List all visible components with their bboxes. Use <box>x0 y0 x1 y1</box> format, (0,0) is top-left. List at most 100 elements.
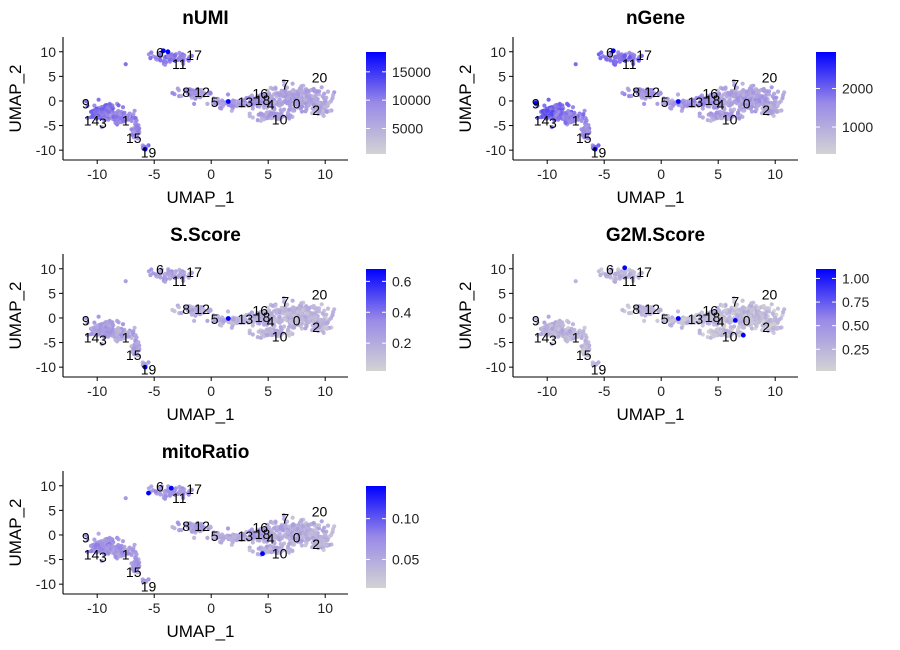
cell-point <box>282 88 287 93</box>
cell-point <box>186 275 191 280</box>
cell-point <box>177 267 182 272</box>
cell-point <box>754 107 759 112</box>
cell-point <box>279 319 284 324</box>
cell-point <box>278 108 283 113</box>
cell-point <box>96 97 101 102</box>
cell-point <box>566 320 571 325</box>
cell-point <box>221 101 226 106</box>
cluster-label: 17 <box>636 47 652 63</box>
cluster-label: 7 <box>281 77 289 93</box>
y-tick-label: -5 <box>494 335 507 351</box>
cluster-label: 3 <box>549 115 557 131</box>
cell-point <box>729 102 734 107</box>
y-tick-label: 5 <box>498 285 506 301</box>
cell-point <box>306 88 311 94</box>
cell-point <box>255 101 260 106</box>
cell-point <box>177 50 182 56</box>
cell-point <box>711 334 716 339</box>
cell-point <box>319 302 324 307</box>
cell-point <box>557 102 562 107</box>
legend-colorbar <box>816 269 836 371</box>
cluster-label: 6 <box>606 262 614 278</box>
cell-point <box>732 107 737 112</box>
cluster-label: 2 <box>762 102 770 118</box>
cell-point <box>320 543 325 548</box>
cluster-label: 10 <box>722 112 738 128</box>
cell-point <box>99 125 104 130</box>
cell-point <box>297 97 303 102</box>
cell-point <box>265 88 270 93</box>
cell-point <box>182 88 188 93</box>
cell-point <box>278 113 283 118</box>
cell-point <box>85 332 90 338</box>
cell-point <box>285 85 290 90</box>
cell-point <box>119 333 124 338</box>
cell-point <box>573 279 578 284</box>
cell-point <box>681 100 686 105</box>
panel-mitoRatio: mitoRatio0123456789101112131415161718192… <box>6 442 419 641</box>
cell-point <box>94 108 99 113</box>
x-tick-label: -10 <box>87 383 107 399</box>
cell-point <box>769 85 774 90</box>
cell-point <box>584 124 589 129</box>
cell-point <box>219 540 224 545</box>
cell-point <box>763 109 768 114</box>
y-tick-label: -10 <box>36 576 56 592</box>
cell-point <box>616 54 621 59</box>
cell-point <box>148 273 153 278</box>
y-tick-label: 5 <box>48 68 56 84</box>
high-expression-point <box>675 316 681 321</box>
cell-point <box>311 102 316 107</box>
cluster-label: 19 <box>141 362 157 378</box>
cell-point <box>306 305 311 311</box>
cell-point <box>119 116 124 121</box>
y-axis-label: UMAP_2 <box>6 64 25 132</box>
cluster-label: 13 <box>238 528 254 544</box>
cell-point <box>257 95 263 100</box>
cell-point <box>775 306 781 311</box>
cell-point <box>581 129 586 134</box>
cell-point <box>732 82 737 87</box>
y-tick-label: -5 <box>494 118 507 134</box>
high-expression-point <box>142 146 148 152</box>
cell-point <box>189 270 194 275</box>
cluster-label: 2 <box>312 536 320 552</box>
x-axis-label: UMAP_1 <box>166 188 234 207</box>
cell-point <box>544 108 549 113</box>
cell-point <box>123 331 128 336</box>
cell-point <box>741 92 746 98</box>
cell-point <box>172 270 177 275</box>
cluster-label: 10 <box>272 112 288 128</box>
cell-point <box>763 97 768 102</box>
cell-point <box>687 98 692 103</box>
cell-point <box>235 103 240 108</box>
cell-point <box>261 102 266 107</box>
cell-point <box>134 118 139 123</box>
cell-point <box>761 86 766 92</box>
cell-point <box>117 111 122 117</box>
cell-point <box>225 526 231 531</box>
cell-point <box>92 103 97 108</box>
cell-point <box>756 97 761 102</box>
legend-colorbar <box>366 52 386 154</box>
y-axis-label: UMAP_2 <box>6 281 25 349</box>
cell-point <box>702 97 707 102</box>
legend-tick-label: 15000 <box>392 64 431 80</box>
cell-point <box>771 330 776 335</box>
cell-point <box>304 541 309 546</box>
cell-point <box>153 55 158 60</box>
x-tick-label: -10 <box>537 383 557 399</box>
cell-point <box>205 318 210 323</box>
cell-point <box>291 102 296 107</box>
panel-title: mitoRatio <box>162 442 250 463</box>
cell-point <box>775 320 780 325</box>
cluster-label: 15 <box>126 564 142 580</box>
cell-point <box>126 117 131 122</box>
x-tick-label: 0 <box>657 166 665 182</box>
cell-point <box>304 311 309 316</box>
cell-point <box>300 524 306 529</box>
cell-point <box>769 302 774 307</box>
cell-point <box>692 103 697 108</box>
cluster-label: 16 <box>252 86 268 102</box>
cell-point <box>756 305 761 311</box>
